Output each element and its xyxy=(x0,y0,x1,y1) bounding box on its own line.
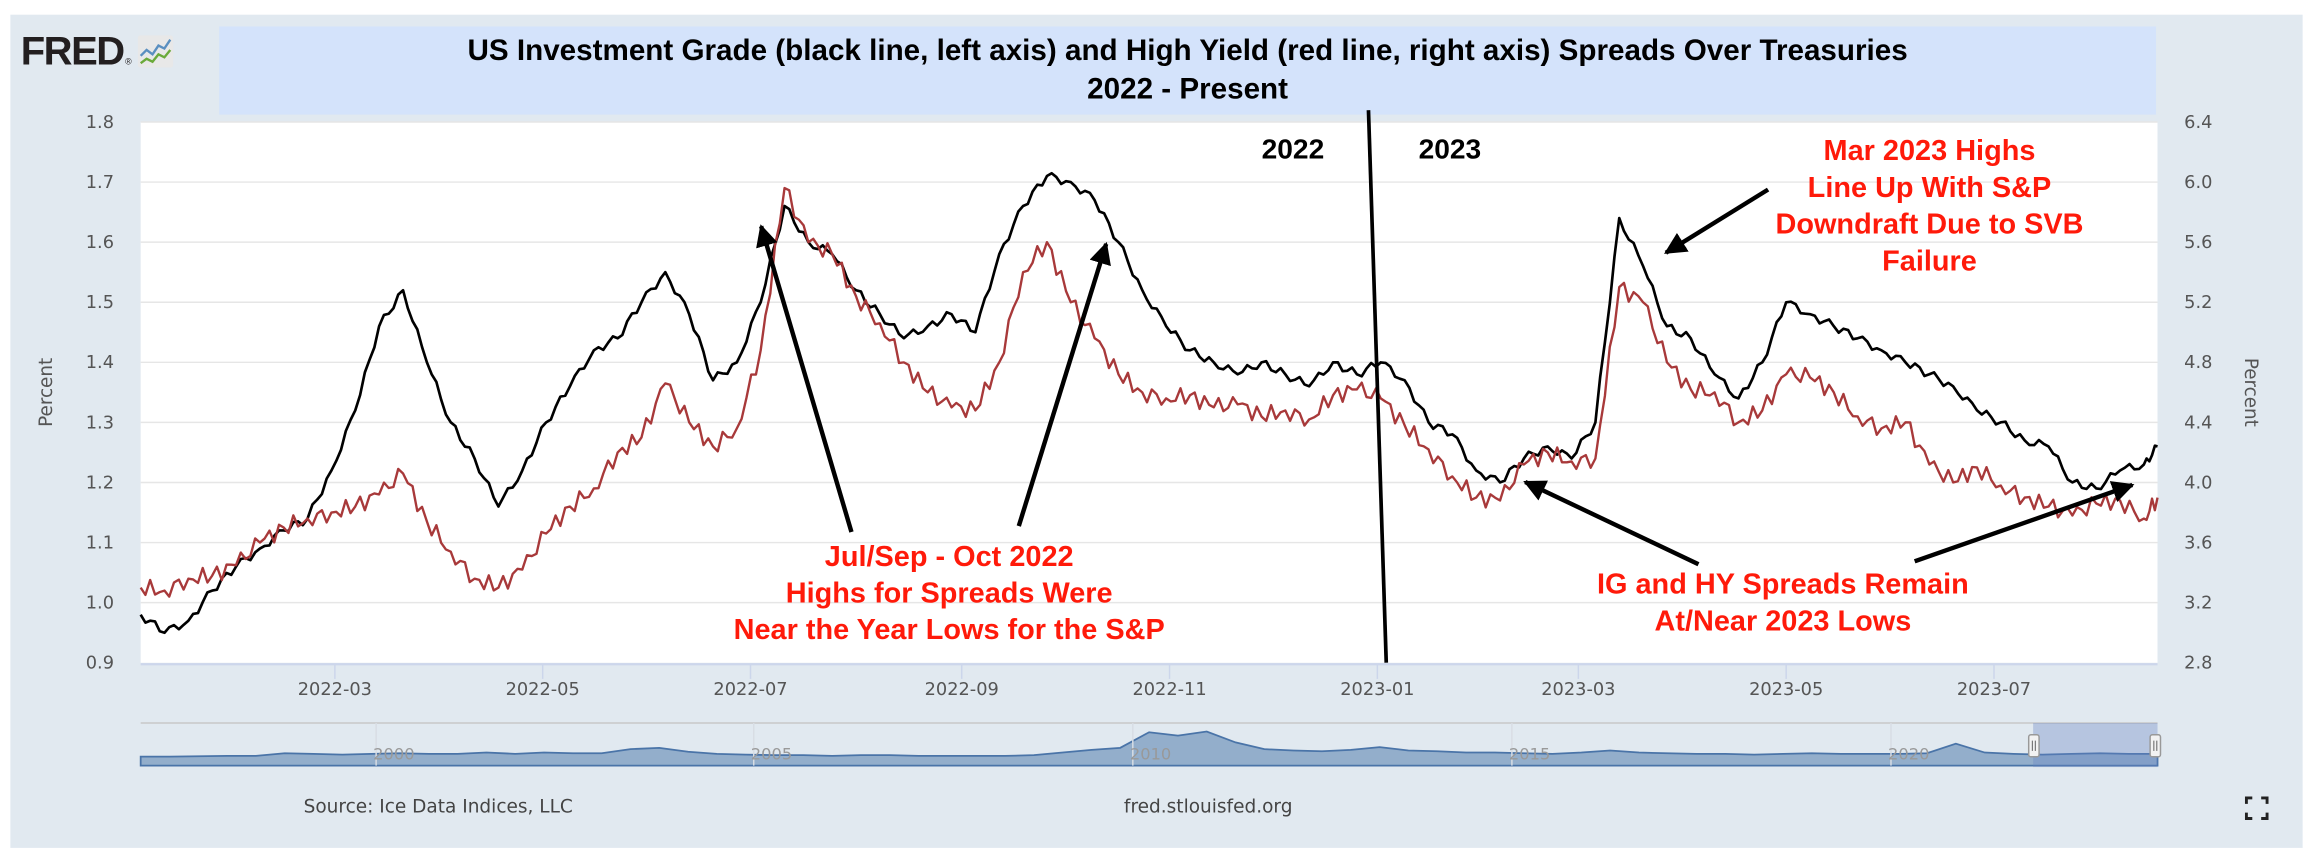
annotation-line: Jul/Sep - Oct 2022 xyxy=(824,540,1074,574)
y-tick-label-right: 6.4 xyxy=(2184,113,2212,133)
x-tick-label: 2022-03 xyxy=(298,680,372,700)
y-tick-label-left: 0.9 xyxy=(86,654,114,674)
plot-area xyxy=(140,121,2158,663)
navigator-year-label: 2020 xyxy=(1888,745,1929,764)
annotation-line: Mar 2023 Highs xyxy=(1823,135,2036,168)
y-axis-label-right: Percent xyxy=(2240,358,2261,427)
y-tick-label-right: 3.2 xyxy=(2184,594,2212,614)
fullscreen-icon[interactable] xyxy=(2244,796,2269,820)
x-tick-label: 2022-11 xyxy=(1132,680,1206,700)
y-tick-label-left: 1.0 xyxy=(86,594,114,614)
registered-mark: ® xyxy=(125,58,132,68)
annotation-mar-2023: Mar 2023 Highs Line Up With S&P Downdraf… xyxy=(1747,134,2111,281)
navigator-left-handle[interactable] xyxy=(2027,734,2040,758)
x-tick-label: 2023-05 xyxy=(1749,680,1823,700)
fred-chart-logo-icon xyxy=(137,35,174,68)
y-tick-label-left: 1.1 xyxy=(86,534,114,554)
annotation-line: IG and HY Spreads Remain xyxy=(1596,568,1969,602)
y-tick-label-right: 4.4 xyxy=(2184,413,2212,433)
year-divider-line xyxy=(1366,110,1389,663)
y-tick-label-left: 1.5 xyxy=(86,293,114,313)
x-tick-label: 2023-01 xyxy=(1340,680,1414,700)
annotation-arrow xyxy=(1016,241,1111,527)
y-tick-label-right: 5.2 xyxy=(2184,293,2212,313)
navigator-area xyxy=(139,730,2159,767)
y-tick-label-right: 6.0 xyxy=(2184,173,2212,193)
annotation-line: Line Up With S&P xyxy=(1807,171,2052,205)
navigator-year-label: 2000 xyxy=(373,745,414,764)
navigator-right-handle[interactable] xyxy=(2149,734,2162,758)
x-tick-label: 2023-07 xyxy=(1957,680,2031,700)
fred-logo[interactable]: FRED ® xyxy=(20,28,174,73)
annotation-line: Near the Year Lows for the S&P xyxy=(733,614,1165,647)
source-text: Source: Ice Data Indices, LLC xyxy=(303,794,573,818)
navigator-year-label: 2010 xyxy=(1130,745,1171,764)
annotation-jul-oct-2022: Jul/Sep - Oct 2022 Highs for Spreads Wer… xyxy=(715,539,1183,649)
y-tick-label-right: 4.8 xyxy=(2184,353,2212,373)
navigator-year-label: 2015 xyxy=(1509,745,1550,764)
annotation-2023-lows: IG and HY Spreads Remain At/Near 2023 Lo… xyxy=(1573,567,1994,640)
annotation-arrow xyxy=(1664,187,1770,255)
y-tick-label-left: 1.7 xyxy=(86,173,114,193)
annotation-arrow xyxy=(1523,480,1700,567)
y-tick-label-left: 1.3 xyxy=(86,413,114,433)
chart-title: US Investment Grade (black line, left ax… xyxy=(467,35,1908,68)
annotation-arrow xyxy=(1913,481,2135,564)
investment-grade-series-line xyxy=(139,171,2158,635)
y-axis-label-left: Percent xyxy=(36,358,57,427)
x-tick-label: 2023-03 xyxy=(1541,680,1615,700)
high-yield-series-line xyxy=(139,186,2159,598)
y-tick-label-right: 5.6 xyxy=(2184,233,2212,253)
year-label-2023: 2023 xyxy=(1418,135,1482,167)
x-tick-label: 2022-09 xyxy=(925,680,999,700)
annotation-line: At/Near 2023 Lows xyxy=(1654,605,1912,638)
y-tick-label-left: 1.4 xyxy=(86,353,114,373)
y-tick-label-right: 2.8 xyxy=(2184,654,2212,674)
chart-title-box: US Investment Grade (black line, left ax… xyxy=(219,26,2157,115)
chart-subtitle: 2022 - Present xyxy=(1087,73,1289,106)
annotation-line: Failure xyxy=(1882,245,1977,278)
x-tick-label: 2022-05 xyxy=(506,680,580,700)
x-tick-label: 2022-07 xyxy=(713,680,787,700)
year-label-2022: 2022 xyxy=(1261,135,1325,167)
y-tick-label-right: 4.0 xyxy=(2184,473,2212,493)
y-tick-label-right: 3.6 xyxy=(2184,534,2212,554)
y-tick-label-left: 1.2 xyxy=(86,473,114,493)
fred-logo-text: FRED xyxy=(20,28,125,73)
annotation-line: Highs for Spreads Were xyxy=(785,577,1113,610)
y-tick-label-left: 1.6 xyxy=(86,233,114,253)
navigator-year-label: 2005 xyxy=(751,745,792,764)
annotation-arrow xyxy=(756,224,854,533)
annotation-line: Downdraft Due to SVB xyxy=(1775,208,2084,241)
y-tick-label-left: 1.8 xyxy=(86,113,114,133)
navigator-selected-range[interactable] xyxy=(2033,722,2158,768)
site-link[interactable]: fred.stlouisfed.org xyxy=(1123,794,1293,818)
